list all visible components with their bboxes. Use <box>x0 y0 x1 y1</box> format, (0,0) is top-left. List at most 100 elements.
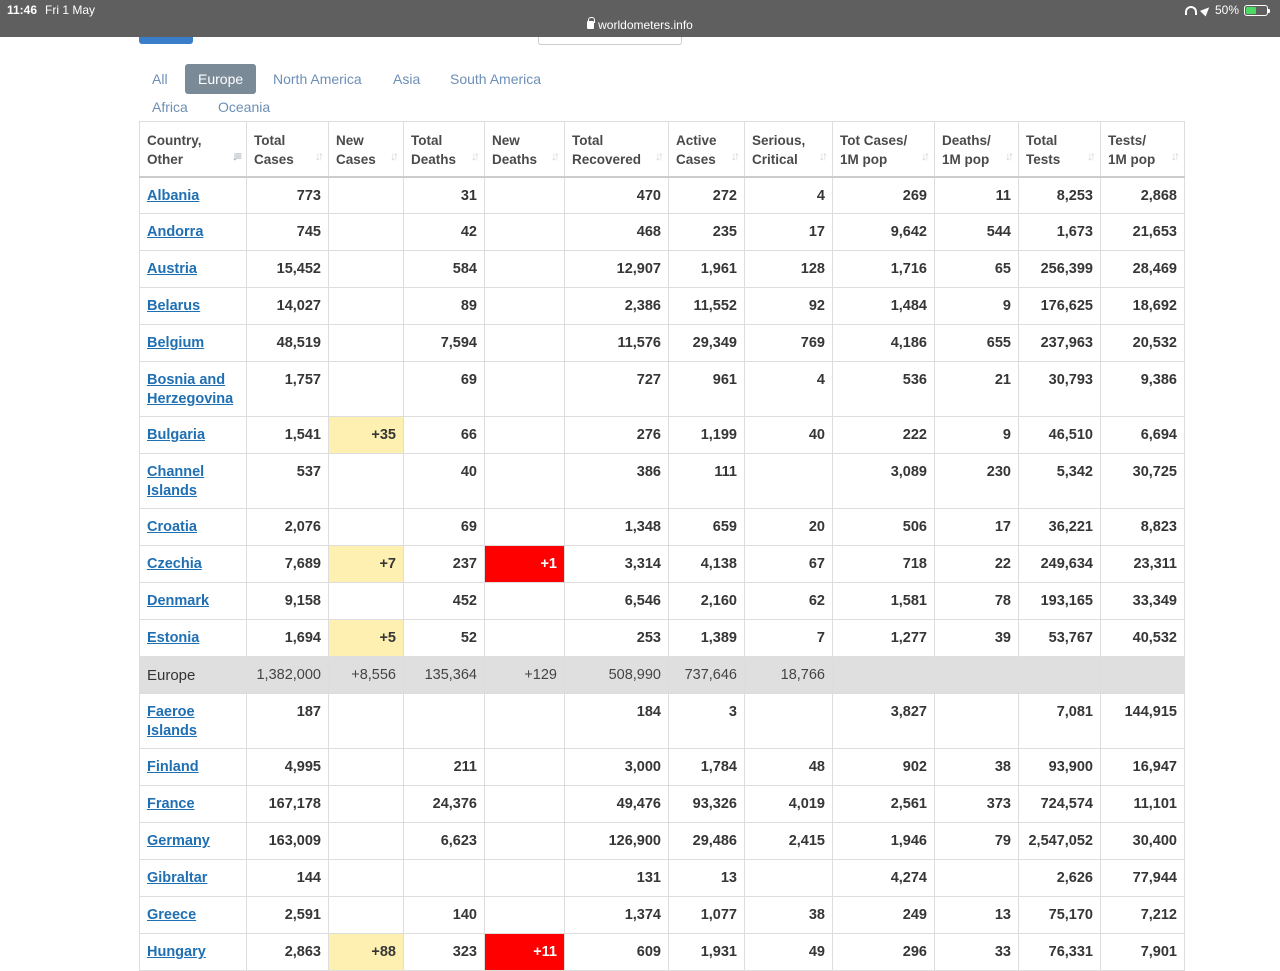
sort-icon[interactable]: ↓↑ <box>1171 148 1180 163</box>
sort-icon[interactable]: ↓↑ <box>471 148 480 163</box>
sort-icon[interactable]: ↓↑ <box>731 148 740 163</box>
sort-icon[interactable]: ↓↑ <box>551 148 560 163</box>
country-cell[interactable]: Bosnia and Herzegovina <box>139 361 247 417</box>
country-cell[interactable]: France <box>139 785 247 823</box>
country-link[interactable]: Albania <box>147 187 200 204</box>
new-deaths-cell <box>484 250 565 288</box>
country-link[interactable]: Germany <box>147 833 210 849</box>
tab-oceania[interactable]: Oceania <box>218 99 271 115</box>
tab-europe[interactable]: Europe <box>185 64 257 94</box>
country-link[interactable]: Greece <box>147 907 197 923</box>
serious-cell: 38 <box>744 896 833 934</box>
country-link[interactable]: France <box>147 796 195 812</box>
tab-all[interactable]: All <box>152 71 168 87</box>
total-deaths-cell: 323 <box>403 933 485 971</box>
tests-per-1m-cell: 16,947 <box>1100 748 1185 786</box>
tab-africa[interactable]: Africa <box>152 99 188 115</box>
country-link[interactable]: Gibraltar <box>147 870 208 886</box>
country-cell[interactable]: Belarus <box>139 287 247 325</box>
sort-icon[interactable]: ↓↑ <box>1087 148 1096 163</box>
country-cell[interactable]: Estonia <box>139 619 247 657</box>
battery-icon <box>1244 4 1270 16</box>
country-cell[interactable]: Albania <box>139 176 247 214</box>
header-active-cases[interactable]: Active Cases ↓↑ <box>668 121 745 178</box>
sort-icon[interactable]: ↓↑ <box>315 148 324 163</box>
country-cell[interactable]: Belgium <box>139 324 247 362</box>
country-link[interactable]: Croatia <box>147 519 197 535</box>
header-total-deaths[interactable]: Total Deaths ↓↑ <box>403 121 485 178</box>
country-link[interactable]: Belgium <box>147 335 205 351</box>
country-cell[interactable]: Denmark <box>139 582 247 620</box>
country-cell[interactable]: Croatia <box>139 508 247 546</box>
total-deaths-cell: 31 <box>403 176 485 214</box>
country-link[interactable]: Estonia <box>147 630 200 646</box>
country-cell[interactable]: Bulgaria <box>139 416 247 454</box>
header-country[interactable]: Country, Other ↓≡ <box>139 121 247 178</box>
header-serious-critical[interactable]: Serious, Critical ↓↑ <box>744 121 833 178</box>
country-link[interactable]: Denmark <box>147 593 210 609</box>
country-link[interactable]: Channel <box>147 464 205 480</box>
deaths-per-1m-cell: 33 <box>934 933 1019 971</box>
total-tests-cell: 76,331 <box>1018 933 1101 971</box>
header-total-tests[interactable]: Total Tests ↓↑ <box>1018 121 1101 178</box>
country-link[interactable]: Bosnia and <box>147 372 226 388</box>
total-recovered-cell: 727 <box>564 361 669 417</box>
country-cell[interactable]: Faeroe Islands <box>139 693 247 749</box>
total-cases-cell: 1,694 <box>246 619 329 657</box>
table-row: Gibraltar 144 131 13 4,274 2,626 77,944 <box>139 859 1185 897</box>
header-total-cases[interactable]: Total Cases ↓↑ <box>246 121 329 178</box>
header-new-cases[interactable]: New Cases ↓↑ <box>328 121 404 178</box>
country-link[interactable]: Czechia <box>147 556 202 572</box>
new-deaths-cell <box>484 822 565 860</box>
status-time: 11:46 <box>7 3 38 17</box>
total-tests-cell: 193,165 <box>1018 582 1101 620</box>
country-cell[interactable]: Greece <box>139 896 247 934</box>
country-link[interactable]: Faeroe <box>147 704 195 720</box>
new-cases-cell: +35 <box>328 416 404 454</box>
country-link[interactable]: Hungary <box>147 944 206 960</box>
tab-asia[interactable]: Asia <box>393 71 421 87</box>
sort-icon[interactable]: ↓↑ <box>1005 148 1014 163</box>
partial-input[interactable] <box>538 37 682 45</box>
country-cell[interactable]: Hungary <box>139 933 247 971</box>
serious-cell: 92 <box>744 287 833 325</box>
header-label-line2: Cases <box>676 152 716 167</box>
sort-icon[interactable]: ↓↑ <box>390 148 399 163</box>
country-cell[interactable]: Channel Islands <box>139 453 247 509</box>
header-total-recovered[interactable]: Total Recovered ↓↑ <box>564 121 669 178</box>
country-link[interactable]: Andorra <box>147 224 204 240</box>
address-url: worldometers.info <box>598 18 693 32</box>
country-cell[interactable]: Germany <box>139 822 247 860</box>
header-deaths-per-1m[interactable]: Deaths/1M pop ↓↑ <box>934 121 1019 178</box>
country-link[interactable]: Austria <box>147 261 197 277</box>
country-link[interactable]: Islands <box>147 723 197 739</box>
country-link[interactable]: Islands <box>147 483 197 499</box>
active-cases-cell: 11,552 <box>668 287 745 325</box>
total-tests-cell <box>1018 656 1101 694</box>
active-cases-cell: 2,160 <box>668 582 745 620</box>
country-link[interactable]: Herzegovina <box>147 391 234 407</box>
header-new-deaths[interactable]: New Deaths ↓↑ <box>484 121 565 178</box>
partial-button[interactable] <box>139 37 193 44</box>
country-link[interactable]: Belarus <box>147 298 201 314</box>
sort-icon[interactable]: ↓≡ <box>231 148 242 163</box>
sort-icon[interactable]: ↓↑ <box>819 148 828 163</box>
active-cases-cell: 13 <box>668 859 745 897</box>
country-cell[interactable]: Andorra <box>139 213 247 251</box>
country-link[interactable]: Finland <box>147 759 199 775</box>
new-deaths-cell <box>484 619 565 657</box>
country-cell[interactable]: Finland <box>139 748 247 786</box>
address-bar[interactable]: worldometers.info <box>0 17 1280 32</box>
sort-icon[interactable]: ↓↑ <box>921 148 930 163</box>
header-cases-per-1m[interactable]: Tot Cases/1M pop ↓↑ <box>832 121 935 178</box>
country-cell[interactable]: Czechia <box>139 545 247 583</box>
country-cell[interactable]: Gibraltar <box>139 859 247 897</box>
tab-south-america[interactable]: South America <box>450 71 542 87</box>
country-link[interactable]: Bulgaria <box>147 427 206 443</box>
sort-icon[interactable]: ↓↑ <box>655 148 664 163</box>
header-tests-per-1m[interactable]: Tests/1M pop ↓↑ <box>1100 121 1185 178</box>
tab-north-america[interactable]: North America <box>273 71 362 87</box>
country-cell[interactable]: Austria <box>139 250 247 288</box>
total-recovered-cell: 2,386 <box>564 287 669 325</box>
table-row-total: Europe 1,382,000 +8,556 135,364 +129 508,990 7… <box>139 656 1185 694</box>
